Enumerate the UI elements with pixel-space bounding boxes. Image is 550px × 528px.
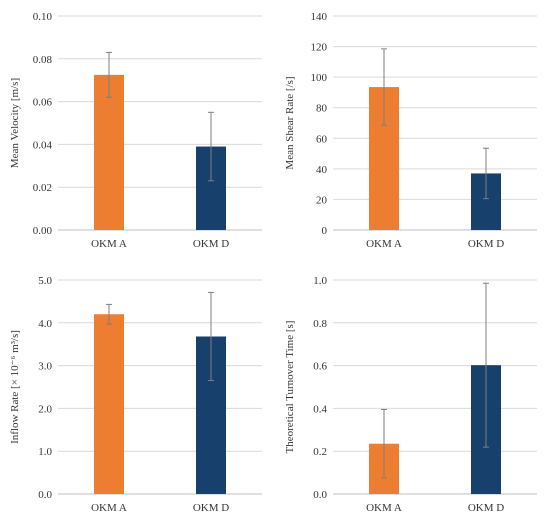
y-tick-label: 1.0 (38, 446, 52, 458)
y-tick-label: 4.0 (38, 318, 52, 330)
y-axis-label: Mean Shear Rate [/s] (284, 76, 296, 169)
y-tick-label: 0.8 (313, 318, 327, 330)
y-tick-label: 0.06 (33, 97, 53, 109)
x-tick-label: OKM A (366, 238, 402, 250)
chart-turnover-time: 0.0 0.2 0.4 0.6 0.8 1.0 OKM A OKM D Theoretical … (275, 264, 550, 528)
x-tick-label: OKM A (91, 238, 127, 250)
y-tick-label: 0.4 (313, 403, 327, 415)
chart-mean-velocity: 0.00 0.02 0.04 0.06 0.08 0.10 OKM A OKM D Mean V… (0, 0, 275, 264)
y-tick-label: 2.0 (38, 403, 52, 415)
y-tick-label: 0.08 (33, 54, 53, 66)
chart-svg: 0 20 40 60 80 100 120 140 OKM A OKM D Mean Shear R… (284, 11, 537, 250)
x-tick-label: OKM D (193, 502, 229, 514)
y-tick-label: 0.02 (33, 182, 52, 194)
y-tick-label: 0.6 (313, 361, 327, 373)
chart-svg: 0.0 1.0 2.0 3.0 4.0 5.0 OKM A OKM D Inflow Rate … (9, 275, 262, 514)
y-tick-label: 100 (311, 72, 328, 84)
y-tick-label: 0.00 (33, 225, 53, 237)
y-tick-label: 20 (316, 194, 328, 206)
x-tick-label: OKM A (91, 502, 127, 514)
x-tick-label: OKM D (193, 238, 229, 250)
y-tick-label: 0.0 (38, 489, 52, 501)
y-tick-label: 140 (311, 11, 328, 23)
bar (94, 314, 124, 494)
chart-inflow-rate: 0.0 1.0 2.0 3.0 4.0 5.0 OKM A OKM D Inflow Rate … (0, 264, 275, 528)
y-tick-label: 3.0 (38, 361, 52, 373)
y-tick-label: 60 (316, 133, 328, 145)
y-tick-label: 5.0 (38, 275, 52, 287)
y-axis-label: Mean Velocity [m/s] (9, 78, 21, 168)
bar (94, 74, 124, 230)
y-tick-label: 80 (316, 103, 328, 115)
x-tick-label: OKM D (468, 238, 504, 250)
chart-svg: 0.00 0.02 0.04 0.06 0.08 0.10 OKM A OKM D Mean V… (9, 11, 262, 250)
y-tick-label: 0.10 (33, 11, 53, 23)
y-axis-label: Theoretical Turnover Time [s] (284, 321, 296, 454)
x-tick-label: OKM D (468, 502, 504, 514)
chart-svg: 0.0 0.2 0.4 0.6 0.8 1.0 OKM A OKM D Theoretical … (284, 275, 537, 514)
chart-mean-shear-rate: 0 20 40 60 80 100 120 140 OKM A OKM D Mean Shear R… (275, 0, 550, 264)
y-axis-label: Inflow Rate [× 10⁻⁶ m³/s] (9, 330, 21, 444)
x-tick-label: OKM A (366, 502, 402, 514)
y-tick-label: 0 (322, 225, 328, 237)
y-tick-label: 0.04 (33, 139, 53, 151)
y-tick-label: 0.2 (313, 446, 327, 458)
y-tick-label: 120 (311, 42, 328, 54)
y-tick-label: 0.0 (313, 489, 327, 501)
y-tick-label: 1.0 (313, 275, 327, 287)
y-tick-label: 40 (316, 164, 328, 176)
